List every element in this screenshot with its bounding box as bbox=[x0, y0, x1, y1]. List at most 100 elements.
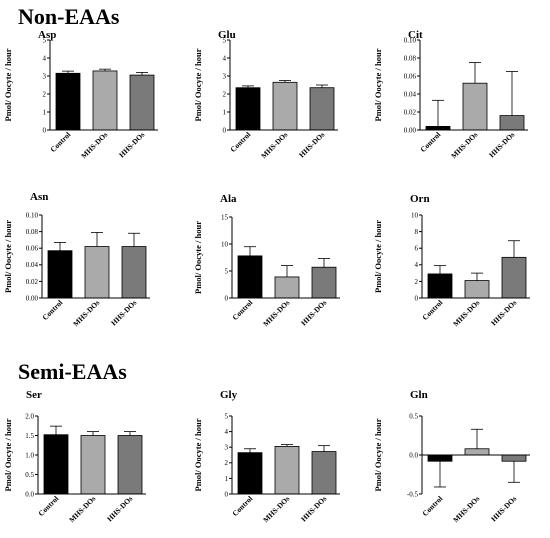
y-tick-label: 0.02 bbox=[404, 108, 417, 116]
category-label-hhs-dos: HHS-DOs bbox=[299, 298, 328, 327]
y-axis-label: Pmol/ Oocyte / hour bbox=[3, 418, 13, 491]
bar-hhs-dos bbox=[501, 256, 527, 299]
chart-title: Glu bbox=[218, 29, 236, 41]
y-tick-label: 1 bbox=[43, 108, 47, 116]
y-axis-label: Pmol/ Oocyte / hour bbox=[373, 418, 383, 491]
bar-control bbox=[237, 452, 263, 495]
bar-mhs-dos bbox=[462, 82, 488, 131]
category-label-control: Control bbox=[420, 494, 444, 518]
y-axis-label: Pmol/ Oocyte / hour bbox=[373, 48, 383, 121]
y-tick-label: 6 bbox=[415, 245, 419, 253]
bar-control bbox=[237, 255, 263, 299]
y-tick-label: 0.00 bbox=[26, 294, 39, 302]
category-label-mhs-dos: MHS-DOs bbox=[261, 494, 291, 524]
y-tick-label: 2 bbox=[415, 278, 419, 286]
y-tick-label: 2 bbox=[223, 90, 227, 98]
y-tick-label: 1 bbox=[223, 108, 227, 116]
chart-gly: Gly Pmol/ Oocyte / hour 0 1 2 3 4 5 Control MHS-D… bbox=[193, 389, 340, 524]
y-axis-label: Pmol/ Oocyte / hour bbox=[3, 220, 13, 293]
category-label-hhs-dos: HHS-DOs bbox=[489, 298, 518, 327]
category-label-hhs-dos: HHS-DOs bbox=[117, 130, 146, 159]
section-title-semi-eaas: Semi-EAAs bbox=[18, 359, 127, 384]
y-tick-label: 1.5 bbox=[25, 432, 34, 440]
category-label-control: Control bbox=[230, 494, 254, 518]
y-tick-label: 3 bbox=[43, 72, 47, 80]
y-tick-label: 0.0 bbox=[409, 451, 418, 459]
bar-hhs-dos bbox=[121, 246, 147, 299]
bar-mhs-dos bbox=[272, 81, 298, 131]
y-tick-label: 5 bbox=[225, 267, 229, 275]
y-tick-label: 0 bbox=[225, 490, 229, 498]
y-tick-label: 1.0 bbox=[25, 451, 34, 459]
y-axis-label: Pmol/ Oocyte / hour bbox=[373, 220, 383, 293]
y-tick-label: 8 bbox=[415, 228, 419, 236]
y-tick-label: 0.5 bbox=[409, 412, 418, 420]
chart-glu: Glu Pmol/ Oocyte / hour 0 1 2 3 4 5 Control MHS-D… bbox=[193, 29, 338, 160]
chart-asp: Asp Pmol/ Oocyte / hour 0 1 2 3 4 5 Control MHS-D… bbox=[3, 29, 158, 160]
y-tick-label: 0.02 bbox=[26, 278, 39, 286]
bar-mhs-dos bbox=[464, 448, 490, 456]
category-label-control: Control bbox=[36, 494, 60, 518]
bar-control bbox=[427, 454, 453, 462]
bar-mhs-dos bbox=[92, 70, 118, 131]
y-tick-label: 2 bbox=[43, 90, 47, 98]
bar-mhs-dos bbox=[84, 246, 110, 299]
category-label-mhs-dos: MHS-DOs bbox=[71, 298, 101, 328]
y-tick-label: 0 bbox=[43, 126, 47, 134]
y-tick-label: 0.08 bbox=[404, 54, 417, 62]
bar-hhs-dos bbox=[129, 74, 155, 131]
bar-control bbox=[425, 126, 451, 131]
category-label-mhs-dos: MHS-DOs bbox=[451, 494, 481, 524]
category-label-control: Control bbox=[228, 130, 252, 154]
y-tick-label: 0.10 bbox=[26, 211, 39, 219]
y-tick-label: 10 bbox=[411, 211, 419, 219]
y-axis-label: Pmol/ Oocyte / hour bbox=[193, 418, 203, 491]
y-tick-label: 0.04 bbox=[26, 261, 39, 269]
y-axis-label: Pmol/ Oocyte / hour bbox=[3, 48, 13, 121]
y-tick-label: 10 bbox=[221, 240, 229, 248]
category-label-hhs-dos: HHS-DOs bbox=[299, 494, 328, 523]
y-tick-label: 0 bbox=[223, 126, 227, 134]
chart-asn: Asn Pmol/ Oocyte / hour 0.00 0.02 0.04 0.06 0.… bbox=[3, 191, 150, 328]
y-tick-label: 0.06 bbox=[404, 72, 417, 80]
category-label-control: Control bbox=[420, 298, 444, 322]
y-tick-label: 5 bbox=[43, 36, 47, 44]
y-tick-label: 0.0 bbox=[25, 490, 34, 498]
y-tick-label: 4 bbox=[223, 54, 227, 62]
y-tick-label: 15 bbox=[221, 213, 229, 221]
chart-orn: Orn Pmol/ Oocyte / hour 0 2 4 6 8 10 Control MHS-… bbox=[373, 193, 530, 328]
y-tick-label: 3 bbox=[223, 72, 227, 80]
category-label-hhs-dos: HHS-DOs bbox=[109, 298, 138, 327]
y-tick-label: 0.00 bbox=[404, 126, 417, 134]
chart-ser: Ser Pmol/ Oocyte / hour 0.0 0.5 1.0 1.5 2.0 Con… bbox=[3, 389, 146, 524]
category-label-mhs-dos: MHS-DOs bbox=[261, 298, 291, 328]
chart-title: Gln bbox=[410, 389, 428, 401]
y-tick-label: 3 bbox=[225, 444, 229, 452]
bar-control bbox=[55, 72, 81, 131]
chart-title: Orn bbox=[410, 193, 430, 205]
bar-hhs-dos bbox=[311, 451, 337, 495]
category-label-control: Control bbox=[48, 130, 72, 154]
y-axis-label: Pmol/ Oocyte / hour bbox=[193, 48, 203, 121]
bar-mhs-dos bbox=[274, 446, 300, 495]
category-label-mhs-dos: MHS-DOs bbox=[79, 130, 109, 160]
category-label-hhs-dos: HHS-DOs bbox=[487, 130, 516, 159]
y-axis-label: Pmol/ Oocyte / hour bbox=[193, 221, 203, 294]
bar-mhs-dos bbox=[274, 276, 300, 299]
chart-title: Ala bbox=[220, 193, 237, 205]
category-label-mhs-dos: MHS-DOs bbox=[259, 130, 289, 160]
y-tick-label: 0.04 bbox=[404, 90, 417, 98]
y-tick-label: 0 bbox=[225, 294, 229, 302]
chart-title: Ser bbox=[26, 389, 42, 401]
bar-hhs-dos bbox=[499, 115, 525, 131]
y-tick-label: 0.10 bbox=[404, 36, 417, 44]
y-tick-label: 0.06 bbox=[26, 245, 39, 253]
chart-title: Asp bbox=[38, 29, 56, 41]
category-label-mhs-dos: MHS-DOs bbox=[451, 298, 481, 328]
category-label-mhs-dos: MHS-DOs bbox=[67, 494, 97, 524]
category-label-hhs-dos: HHS-DOs bbox=[105, 494, 134, 523]
bar-hhs-dos bbox=[501, 454, 527, 462]
chart-gln: Gln Pmol/ Oocyte / hour -0.5 0.0 0.5 Control M… bbox=[373, 389, 530, 524]
bar-control bbox=[427, 273, 453, 299]
category-label-mhs-dos: MHS-DOs bbox=[449, 130, 479, 160]
